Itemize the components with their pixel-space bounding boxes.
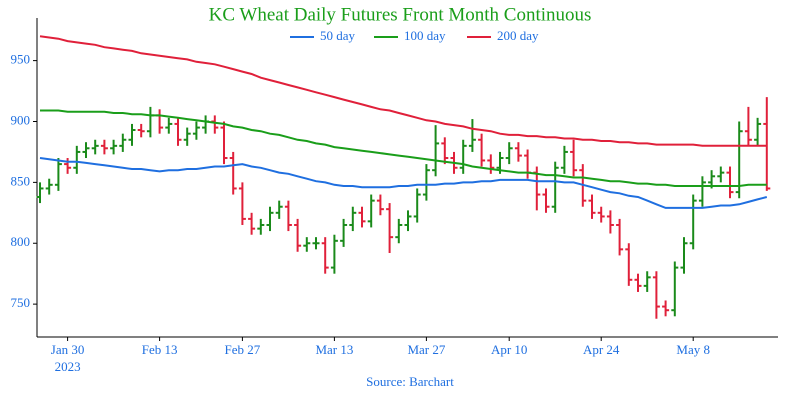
- y-tick-label: 800: [11, 234, 31, 249]
- legend-label: 50 day: [320, 28, 356, 43]
- ma-line: [39, 35, 767, 147]
- ma-line: [40, 109, 767, 187]
- legend-label: 200 day: [497, 28, 539, 43]
- y-tick-label: 750: [11, 295, 31, 310]
- chart-title: KC Wheat Daily Futures Front Month Conti…: [209, 4, 592, 25]
- legend-label: 100 day: [404, 28, 446, 43]
- source-note: Source: Barchart: [366, 374, 454, 389]
- x-tick-label: Mar 27: [407, 342, 445, 357]
- x-tick-label: Feb 13: [142, 342, 178, 357]
- x-axis-year: 2023: [55, 359, 81, 374]
- ma-line: [39, 157, 768, 209]
- x-tick-label: Apr 24: [583, 342, 620, 357]
- y-tick-label: 850: [11, 173, 31, 188]
- x-tick-label: Jan 30: [51, 342, 85, 357]
- y-tick-label: 900: [11, 112, 31, 127]
- x-tick-label: Apr 10: [491, 342, 527, 357]
- x-tick-label: May 8: [676, 342, 710, 357]
- x-tick-label: Mar 13: [315, 342, 353, 357]
- x-tick-label: Feb 27: [225, 342, 261, 357]
- y-tick-label: 950: [11, 52, 31, 67]
